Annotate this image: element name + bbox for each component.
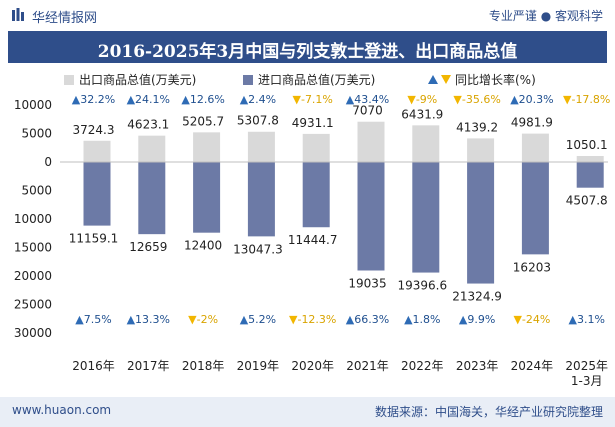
export-growth-label: ▼-9%: [407, 93, 437, 106]
import-growth-label: ▼-24%: [513, 313, 550, 326]
export-bar: [467, 138, 495, 162]
footer-bar: www.huaon.com 数据来源：中国海关，华经产业研究院整理: [0, 397, 615, 427]
import-value-label: 13047.3: [233, 242, 283, 256]
x-tick-label: 2022年: [401, 359, 444, 373]
chart-title: 2016-2025年3月中国与列支敦士登进、出口商品总值: [97, 42, 518, 62]
x-tick-label: 2019年: [237, 359, 280, 373]
import-value-label: 4507.8: [566, 194, 608, 208]
export-bar: [412, 125, 440, 162]
legend-label-growth: 同比增长率(%): [455, 72, 536, 87]
y-tick-label: 15000: [14, 241, 52, 255]
x-tick-label: 2021年: [346, 359, 389, 373]
import-bar: [83, 162, 111, 226]
import-growth-label: ▲13.3%: [127, 313, 170, 326]
import-growth-label: ▲3.1%: [568, 313, 604, 326]
y-tick-label: 25000: [14, 298, 52, 312]
import-bar: [357, 162, 385, 271]
x-tick-label: 2018年: [182, 359, 225, 373]
y-tick-label: 20000: [14, 269, 52, 283]
import-value-label: 12659: [129, 240, 167, 254]
export-growth-label: ▲2.4%: [240, 93, 276, 106]
export-bar: [302, 133, 330, 162]
export-value-label: 4931.1: [292, 116, 334, 130]
import-value-label: 11159.1: [69, 232, 119, 246]
x-tick-label: 2017年: [127, 359, 170, 373]
export-growth-label: ▲12.6%: [181, 93, 224, 106]
import-bar: [467, 162, 495, 284]
import-bar: [247, 162, 275, 237]
website-link[interactable]: www.huaon.com: [12, 403, 112, 417]
export-value-label: 4981.9: [511, 116, 553, 130]
import-growth-label: ▲7.5%: [75, 313, 111, 326]
x-tick-label: 2025年: [565, 359, 608, 373]
import-value-label: 21324.9: [452, 290, 502, 304]
import-growth-label: ▲1.8%: [404, 313, 440, 326]
export-value-label: 1050.1: [566, 138, 608, 152]
import-bar: [193, 162, 221, 233]
import-growth-label: ▲66.3%: [346, 313, 389, 326]
import-bar: [302, 162, 330, 228]
import-growth-label: ▼-12.3%: [289, 313, 336, 326]
export-growth-label: ▼-17.8%: [563, 93, 610, 106]
export-value-label: 3724.3: [73, 123, 115, 137]
x-tick-label: 2020年: [291, 359, 334, 373]
legend-up-triangle-icon: [428, 75, 438, 84]
import-value-label: 16203: [513, 260, 551, 274]
top-bar: 华经情报网 专业严谨 ● 客观科学: [0, 0, 615, 30]
export-bar: [576, 156, 604, 162]
brand-name: 华经情报网: [32, 11, 98, 26]
y-tick-label: 0: [44, 155, 52, 169]
import-value-label: 12400: [184, 239, 222, 253]
export-value-label: 4623.1: [127, 118, 169, 132]
export-value-label: 4139.2: [456, 120, 498, 134]
import-value-label: 19035: [348, 276, 386, 290]
export-bar: [521, 133, 549, 162]
x-tick-label-sub: 1-3月: [571, 374, 603, 388]
legend-down-triangle-icon: [441, 75, 451, 84]
bar-chart: 10000 5000 0 5000 10000 15000 20000 25000 30000 出…: [14, 72, 611, 388]
legend-label-import: 进口商品总值(万美元): [258, 72, 375, 87]
export-value-label: 6431.9: [401, 107, 443, 121]
x-tick-label: 2024年: [511, 359, 554, 373]
brand-slogan: 专业严谨 ● 客观科学: [488, 9, 603, 23]
export-growth-label: ▲32.2%: [72, 93, 115, 106]
export-growth-label: ▲20.3%: [510, 93, 553, 106]
y-tick-label: 5000: [21, 127, 52, 141]
import-bar: [576, 162, 604, 188]
legend-label-export: 出口商品总值(万美元): [79, 72, 196, 87]
import-value-label: 19396.6: [397, 279, 447, 293]
import-growth-label: ▲5.2%: [240, 313, 276, 326]
import-growth-label: ▲9.9%: [459, 313, 495, 326]
export-value-label: 5307.8: [237, 114, 279, 128]
export-growth-label: ▼-35.6%: [453, 93, 500, 106]
y-tick-label: 10000: [14, 98, 52, 112]
export-value-label: 5205.7: [182, 114, 224, 128]
x-tick-label: 2023年: [456, 359, 499, 373]
export-bar: [138, 135, 166, 162]
export-bar: [83, 140, 111, 162]
export-bar: [247, 131, 275, 162]
y-tick-label: 5000: [21, 184, 52, 198]
legend-swatch-import: [243, 75, 253, 85]
x-tick-label: 2016年: [72, 359, 115, 373]
import-bar: [138, 162, 166, 235]
import-bar: [412, 162, 440, 273]
export-value-label: 7070: [352, 104, 383, 118]
import-bar: [521, 162, 549, 255]
title-bar: 2016-2025年3月中国与列支敦士登进、出口商品总值: [8, 31, 607, 63]
data-source: 数据来源：中国海关，华经产业研究院整理: [374, 405, 603, 419]
y-tick-label: 30000: [14, 326, 52, 340]
brand-logo-icon: [12, 8, 24, 21]
export-growth-label: ▲24.1%: [127, 93, 170, 106]
export-bar: [357, 121, 385, 162]
export-growth-label: ▲43.4%: [346, 93, 389, 106]
import-growth-label: ▼-2%: [188, 313, 218, 326]
export-bar: [193, 132, 221, 162]
legend-swatch-export: [64, 75, 74, 85]
y-tick-label: 10000: [14, 212, 52, 226]
export-growth-label: ▼-7.1%: [293, 93, 333, 106]
import-value-label: 11444.7: [288, 233, 338, 247]
